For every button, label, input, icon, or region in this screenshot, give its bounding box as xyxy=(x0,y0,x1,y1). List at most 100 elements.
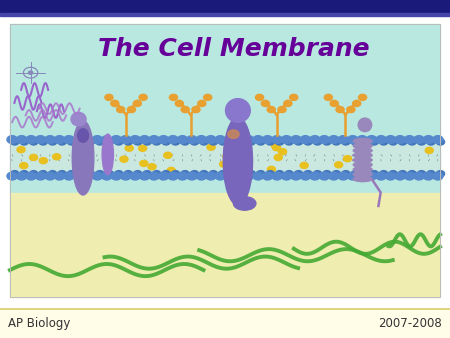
Circle shape xyxy=(335,162,343,168)
Circle shape xyxy=(225,136,235,143)
Circle shape xyxy=(139,94,147,100)
Circle shape xyxy=(140,172,150,180)
Circle shape xyxy=(256,139,265,145)
Ellipse shape xyxy=(353,171,372,177)
Circle shape xyxy=(310,136,320,143)
Circle shape xyxy=(379,171,388,177)
Circle shape xyxy=(328,136,339,143)
Circle shape xyxy=(266,139,274,145)
Circle shape xyxy=(83,172,93,180)
Circle shape xyxy=(347,136,358,143)
Circle shape xyxy=(436,171,445,177)
Circle shape xyxy=(427,139,435,145)
Circle shape xyxy=(171,139,180,145)
Circle shape xyxy=(351,139,360,145)
Circle shape xyxy=(158,136,169,143)
Circle shape xyxy=(177,136,188,143)
Circle shape xyxy=(124,139,132,145)
Ellipse shape xyxy=(102,134,113,175)
Circle shape xyxy=(92,136,103,143)
Circle shape xyxy=(319,172,329,180)
Circle shape xyxy=(353,100,361,106)
Circle shape xyxy=(304,139,312,145)
Circle shape xyxy=(262,172,273,180)
Circle shape xyxy=(379,139,388,145)
Circle shape xyxy=(130,136,140,143)
Circle shape xyxy=(359,94,367,100)
Bar xyxy=(10,193,440,297)
Circle shape xyxy=(357,172,367,180)
Circle shape xyxy=(234,136,244,143)
Circle shape xyxy=(36,172,46,180)
Circle shape xyxy=(225,172,235,180)
Circle shape xyxy=(45,136,55,143)
Circle shape xyxy=(105,139,113,145)
Ellipse shape xyxy=(353,167,372,172)
Circle shape xyxy=(206,136,216,143)
Circle shape xyxy=(111,136,122,143)
Circle shape xyxy=(290,94,298,100)
Circle shape xyxy=(134,171,142,177)
Circle shape xyxy=(228,171,236,177)
Circle shape xyxy=(238,139,246,145)
Circle shape xyxy=(398,139,407,145)
Circle shape xyxy=(149,172,159,180)
Circle shape xyxy=(271,142,279,148)
Circle shape xyxy=(285,139,293,145)
Circle shape xyxy=(77,171,85,177)
Circle shape xyxy=(425,147,433,153)
Circle shape xyxy=(436,139,445,145)
Circle shape xyxy=(200,139,208,145)
Circle shape xyxy=(266,171,274,177)
Circle shape xyxy=(206,172,216,180)
Circle shape xyxy=(96,171,104,177)
Circle shape xyxy=(53,154,61,160)
Circle shape xyxy=(30,154,38,161)
Bar xyxy=(10,24,440,297)
Circle shape xyxy=(414,136,424,143)
Circle shape xyxy=(111,172,122,180)
Circle shape xyxy=(330,100,338,106)
Circle shape xyxy=(115,139,123,145)
Circle shape xyxy=(256,171,265,177)
Circle shape xyxy=(370,139,378,145)
Circle shape xyxy=(398,171,407,177)
Circle shape xyxy=(351,171,360,177)
Circle shape xyxy=(68,139,76,145)
Circle shape xyxy=(86,171,94,177)
Ellipse shape xyxy=(78,129,89,142)
Circle shape xyxy=(153,139,161,145)
Circle shape xyxy=(376,172,386,180)
Circle shape xyxy=(261,100,270,106)
Circle shape xyxy=(209,139,217,145)
Circle shape xyxy=(357,164,365,170)
Circle shape xyxy=(115,171,123,177)
Circle shape xyxy=(153,171,161,177)
Circle shape xyxy=(7,172,17,180)
Circle shape xyxy=(332,139,341,145)
Ellipse shape xyxy=(71,112,86,126)
Circle shape xyxy=(395,172,405,180)
Circle shape xyxy=(228,139,236,145)
Circle shape xyxy=(404,136,414,143)
Circle shape xyxy=(104,163,112,169)
Circle shape xyxy=(223,153,231,160)
Circle shape xyxy=(139,145,147,151)
Circle shape xyxy=(253,172,263,180)
Circle shape xyxy=(125,145,133,151)
Circle shape xyxy=(385,172,396,180)
Circle shape xyxy=(36,136,46,143)
Circle shape xyxy=(200,171,208,177)
Circle shape xyxy=(220,161,228,167)
Circle shape xyxy=(64,136,74,143)
Circle shape xyxy=(404,172,414,180)
Circle shape xyxy=(275,171,284,177)
Circle shape xyxy=(68,171,76,177)
Circle shape xyxy=(20,163,28,169)
Circle shape xyxy=(323,139,331,145)
Ellipse shape xyxy=(225,99,250,122)
Ellipse shape xyxy=(234,197,256,210)
Circle shape xyxy=(176,100,184,106)
Circle shape xyxy=(86,139,94,145)
Circle shape xyxy=(209,171,217,177)
